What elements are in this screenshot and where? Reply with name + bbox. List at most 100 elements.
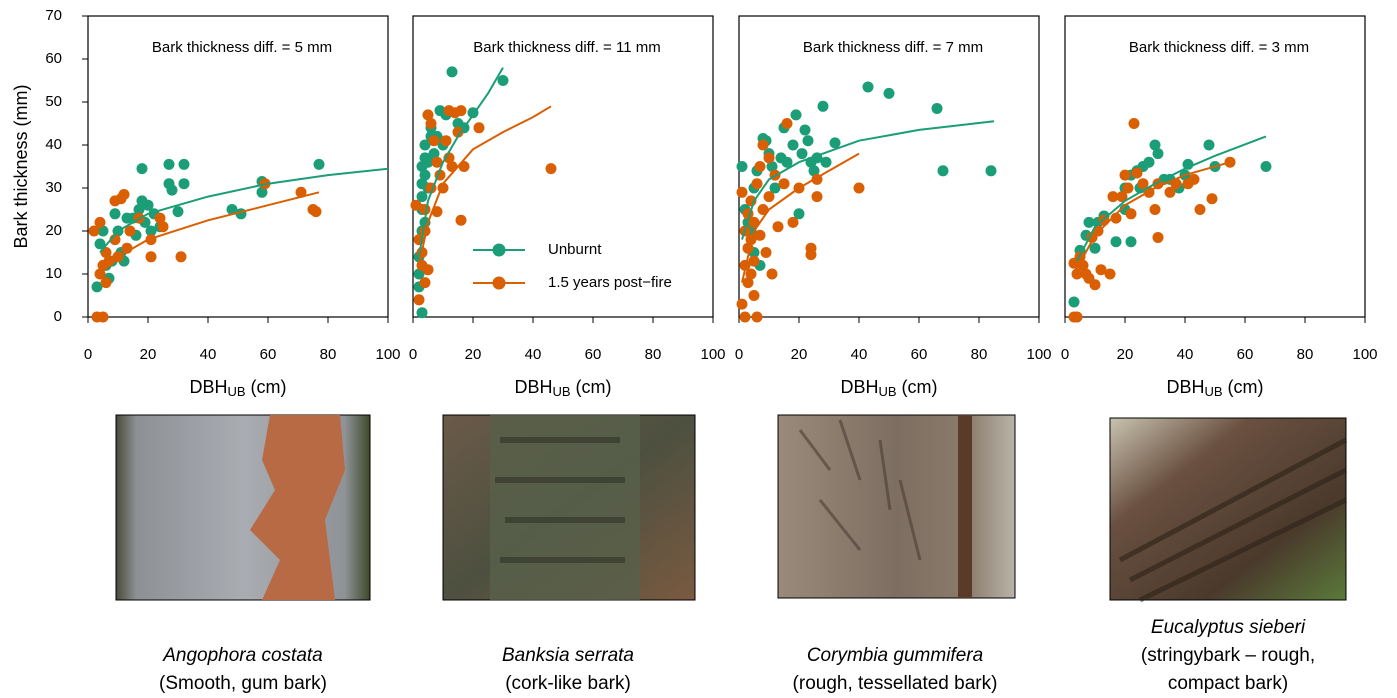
point [791, 109, 802, 120]
point [1129, 118, 1140, 129]
x-tick-label: 100 [1026, 346, 1051, 363]
x-axis-label: DBHUB (cm) [189, 377, 286, 400]
point [426, 118, 437, 129]
point [797, 148, 808, 159]
x-tick-label: 80 [971, 346, 988, 363]
point [456, 105, 467, 116]
x-tick-label: 20 [791, 346, 808, 363]
x-axis-label-sub: UB [878, 384, 896, 399]
legend-marker [493, 244, 506, 257]
point [767, 269, 778, 280]
point [414, 294, 425, 305]
x-tick-label: 40 [851, 346, 868, 363]
point [1153, 232, 1164, 243]
x-tick-label: 60 [585, 346, 602, 363]
species-name: Angophora costata [162, 645, 323, 666]
point [1126, 236, 1137, 247]
figure: 020406080100010203040506070Bark thicknes… [0, 0, 1397, 698]
annotation: Bark thickness diff. = 3 mm [1129, 39, 1309, 56]
point [441, 135, 452, 146]
point [821, 157, 832, 168]
x-tick-label: 100 [1352, 346, 1377, 363]
point [146, 251, 157, 262]
annotation: Bark thickness diff. = 11 mm [473, 39, 660, 56]
point [176, 251, 187, 262]
point [1069, 296, 1080, 307]
point [812, 191, 823, 202]
point [1111, 236, 1122, 247]
x-tick-label: 0 [409, 346, 417, 363]
x-tick-label: 20 [465, 346, 482, 363]
y-tick-label: 10 [45, 265, 62, 282]
x-tick-label: 40 [200, 346, 217, 363]
point [782, 118, 793, 129]
point [854, 183, 865, 194]
x-tick-label: 20 [1117, 346, 1134, 363]
point [1120, 170, 1131, 181]
point [314, 159, 325, 170]
y-axis-label: Bark thickness (mm) [11, 84, 31, 248]
point [101, 277, 112, 288]
point [417, 307, 428, 318]
legend-label: 1.5 years post−fire [548, 274, 672, 291]
point [788, 140, 799, 151]
point [755, 161, 766, 172]
point [986, 165, 997, 176]
point [110, 208, 121, 219]
legend-marker [493, 277, 506, 290]
point [456, 215, 467, 226]
fit-line [1077, 136, 1266, 261]
x-tick-label: 20 [140, 346, 157, 363]
point [800, 124, 811, 135]
x-axis-label-sub: UB [552, 384, 570, 399]
point [1090, 279, 1101, 290]
x-tick-label: 0 [84, 346, 92, 363]
point [1126, 208, 1137, 219]
x-axis-label-unit: (cm) [571, 377, 612, 397]
point [863, 81, 874, 92]
annotation: Bark thickness diff. = 7 mm [803, 39, 983, 56]
species-description: (rough, tessellated bark) [793, 673, 998, 694]
x-axis-label-sub: UB [1204, 384, 1222, 399]
point [1072, 312, 1083, 323]
point [764, 152, 775, 163]
point [737, 161, 748, 172]
point [764, 191, 775, 202]
point [179, 159, 190, 170]
point [1132, 167, 1143, 178]
point [1144, 157, 1155, 168]
x-tick-label: 60 [1237, 346, 1254, 363]
point [788, 217, 799, 228]
point [1123, 183, 1134, 194]
species-description: (Smooth, gum bark) [159, 673, 327, 694]
point [420, 277, 431, 288]
species-name: Eucalyptus sieberi [1151, 617, 1306, 638]
point [737, 299, 748, 310]
y-tick-label: 60 [45, 50, 62, 67]
plot-frame [88, 16, 388, 317]
point [740, 312, 751, 323]
point [167, 185, 178, 196]
x-tick-label: 0 [735, 346, 743, 363]
point [1261, 161, 1272, 172]
x-axis-label-unit: (cm) [246, 377, 287, 397]
species-name: Banksia serrata [502, 645, 634, 666]
point [818, 101, 829, 112]
species-description: (cork-like bark) [505, 673, 631, 694]
point [752, 178, 763, 189]
point [737, 187, 748, 198]
point [803, 135, 814, 146]
point [1204, 140, 1215, 151]
y-tick-label: 40 [45, 136, 62, 153]
x-tick-label: 100 [375, 346, 400, 363]
x-axis-label-main: DBH [1166, 377, 1204, 397]
species-description: (stringybark – rough, [1141, 645, 1315, 666]
y-tick-label: 30 [45, 179, 62, 196]
point [119, 189, 130, 200]
point [546, 163, 557, 174]
x-axis-label-main: DBH [840, 377, 878, 397]
x-axis-label-sub: UB [227, 384, 245, 399]
point [1189, 174, 1200, 185]
point [1207, 193, 1218, 204]
point [1153, 148, 1164, 159]
